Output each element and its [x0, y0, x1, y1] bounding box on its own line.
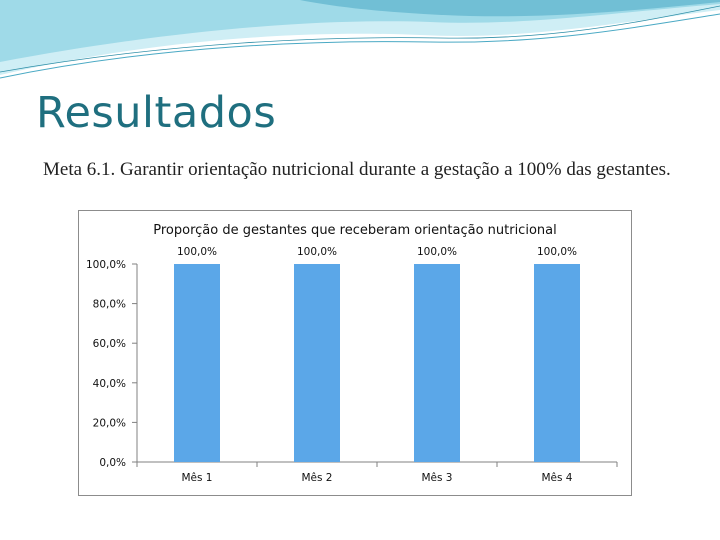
y-tick-label: 0,0%	[99, 457, 126, 469]
y-tick-label: 100,0%	[86, 259, 126, 271]
bar-data-label: 100,0%	[177, 246, 217, 258]
y-tick-label: 60,0%	[93, 338, 126, 350]
slide-subtitle: Meta 6.1. Garantir orientação nutriciona…	[43, 159, 671, 180]
chart-title: Proporção de gestantes que receberam ori…	[153, 223, 556, 238]
x-category-label: Mês 4	[541, 472, 572, 484]
bar	[174, 264, 220, 462]
x-category-label: Mês 1	[181, 472, 212, 484]
bar-chart: Proporção de gestantes que receberam ori…	[78, 210, 632, 496]
bar	[414, 264, 460, 462]
x-category-label: Mês 2	[301, 472, 332, 484]
y-tick-label: 40,0%	[93, 378, 126, 390]
bar-data-label: 100,0%	[297, 246, 337, 258]
x-category-label: Mês 3	[421, 472, 452, 484]
y-tick-label: 80,0%	[93, 299, 126, 311]
y-tick-label: 20,0%	[93, 417, 126, 429]
chart-canvas: Proporção de gestantes que receberam ori…	[86, 223, 618, 484]
bar-data-label: 100,0%	[537, 246, 577, 258]
header-wave-decoration	[0, 0, 720, 79]
slide-title: Resultados	[36, 88, 277, 138]
bar	[294, 264, 340, 462]
bar	[534, 264, 580, 462]
bar-data-label: 100,0%	[417, 246, 457, 258]
